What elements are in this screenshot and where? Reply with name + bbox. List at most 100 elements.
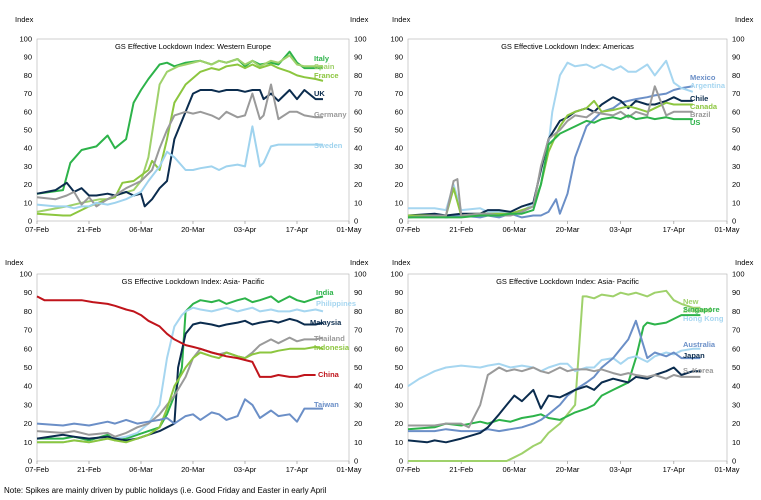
legend-label-australia: Australia [683, 340, 716, 349]
x-tick-label: 01-May [714, 225, 739, 234]
y-tick-label-left: 90 [24, 288, 32, 297]
y-tick-label-left: 70 [395, 326, 403, 335]
chart-panel-1: GS Effective Lockdown Index: Western Eur… [15, 15, 369, 234]
y-tick-label-left: 30 [24, 400, 32, 409]
y-tick-label-right: 100 [354, 35, 367, 44]
series-line-malaysia [36, 317, 324, 442]
y-tick-label-left: 60 [395, 344, 403, 353]
chart-title: GS Effective Lockdown Index: Asia- Pacif… [496, 277, 639, 286]
legend-label-argentina: Argentina [690, 81, 726, 90]
series-line-indonesia [37, 345, 324, 444]
series-line-france [36, 63, 324, 217]
y-tick-label-left: 70 [24, 89, 32, 98]
legend-label-philippines: Philippines [316, 299, 356, 308]
y-tick-label-left: 80 [395, 307, 403, 316]
x-tick-label: 20-Mar [181, 465, 205, 474]
y-tick-label-left: 50 [395, 126, 403, 135]
legend-label-malaysia: Malaysia [310, 318, 342, 327]
y-tick-label-left: 80 [395, 71, 403, 80]
x-tick-label: 06-Mar [129, 225, 153, 234]
y-tick-label-left: 50 [24, 126, 32, 135]
y-tick-label-left: 60 [24, 344, 32, 353]
series-line-taiwan [36, 398, 323, 427]
y-axis-label-left: Index [392, 15, 411, 24]
y-tick-label-left: 30 [24, 162, 32, 171]
y-tick-label-right: 40 [354, 382, 362, 391]
legend-label-singapore: Singapore [683, 305, 720, 314]
y-axis-label-right: Index [350, 15, 369, 24]
x-tick-label: 07-Feb [396, 225, 420, 234]
y-tick-label-left: 0 [399, 457, 403, 466]
y-tick-label-left: 70 [24, 326, 32, 335]
y-tick-label-left: 90 [395, 288, 403, 297]
y-tick-label-right: 100 [732, 35, 745, 44]
footnote: Note: Spikes are mainly driven by public… [4, 486, 327, 495]
x-tick-label: 17-Apr [286, 465, 309, 474]
series-line-italy [36, 50, 323, 195]
y-tick-label-right: 30 [732, 400, 740, 409]
x-tick-label: 03-Apr [609, 465, 632, 474]
series-line-s-korea [408, 366, 701, 429]
chart-title: GS Effective Lockdown Index: Western Eur… [115, 42, 271, 51]
x-tick-label: 06-Mar [129, 465, 153, 474]
legend-label-sweden: Sweden [314, 141, 343, 150]
y-tick-label-left: 20 [395, 419, 403, 428]
y-tick-label-right: 100 [732, 270, 745, 279]
legend-label-germany: Germany [314, 110, 347, 119]
y-tick-label-right: 70 [354, 89, 362, 98]
y-tick-label-left: 40 [24, 382, 32, 391]
x-tick-label: 20-Mar [556, 465, 580, 474]
x-tick-label: 21-Feb [77, 465, 101, 474]
series-line-singapore [407, 314, 701, 431]
y-tick-label-right: 90 [354, 53, 362, 62]
y-tick-label-left: 80 [24, 307, 32, 316]
y-axis-label-left: Index [5, 258, 24, 267]
y-tick-label-right: 100 [354, 270, 367, 279]
y-tick-label-left: 70 [395, 89, 403, 98]
y-tick-label-left: 10 [395, 438, 403, 447]
x-tick-label: 07-Feb [396, 465, 420, 474]
legend-label-thailand: Thailand [314, 334, 345, 343]
x-tick-label: 01-May [714, 465, 739, 474]
y-tick-label-right: 80 [354, 71, 362, 80]
x-tick-label: 21-Feb [77, 225, 101, 234]
y-tick-label-right: 10 [732, 198, 740, 207]
x-tick-label: 03-Apr [234, 465, 257, 474]
legend-label-france: France [314, 71, 339, 80]
y-tick-label-left: 100 [390, 270, 403, 279]
y-tick-label-left: 20 [24, 180, 32, 189]
y-tick-label-left: 50 [24, 363, 32, 372]
y-tick-label-left: 60 [395, 107, 403, 116]
y-tick-label-left: 90 [24, 53, 32, 62]
y-tick-label-left: 30 [395, 162, 403, 171]
y-tick-label-left: 40 [395, 144, 403, 153]
y-tick-label-right: 60 [354, 344, 362, 353]
chart-title: GS Effective Lockdown Index: Americas [501, 42, 634, 51]
series-line-sweden [36, 125, 323, 210]
legend-label-us: US [690, 118, 700, 127]
x-tick-label: 03-Apr [234, 225, 257, 234]
y-tick-label-left: 10 [24, 198, 32, 207]
y-tick-label-right: 50 [732, 126, 740, 135]
x-tick-label: 20-Mar [556, 225, 580, 234]
legend-label-chile: Chile [690, 94, 708, 103]
series-line-new-zealand [408, 289, 701, 462]
y-tick-label-left: 30 [395, 400, 403, 409]
y-tick-label-right: 40 [732, 144, 740, 153]
y-tick-label-right: 80 [354, 307, 362, 316]
legend-label-new-zealand: New Zealand [683, 297, 712, 315]
legend-label-italy: Italy [314, 54, 330, 63]
x-tick-label: 17-Apr [663, 225, 686, 234]
x-tick-label: 06-Mar [502, 465, 526, 474]
legend-label-hong-kong: Hong Kong [683, 314, 724, 323]
legend-label-mexico: Mexico [690, 73, 716, 82]
y-tick-label-right: 90 [732, 53, 740, 62]
y-tick-label-left: 100 [19, 270, 32, 279]
x-tick-label: 06-Mar [502, 225, 526, 234]
y-tick-label-right: 60 [732, 107, 740, 116]
chart-title: GS Effective Lockdown Index: Asia- Pacif… [122, 277, 265, 286]
y-tick-label-right: 0 [354, 217, 358, 226]
series-line-brazil [407, 85, 693, 219]
y-tick-label-right: 70 [732, 89, 740, 98]
